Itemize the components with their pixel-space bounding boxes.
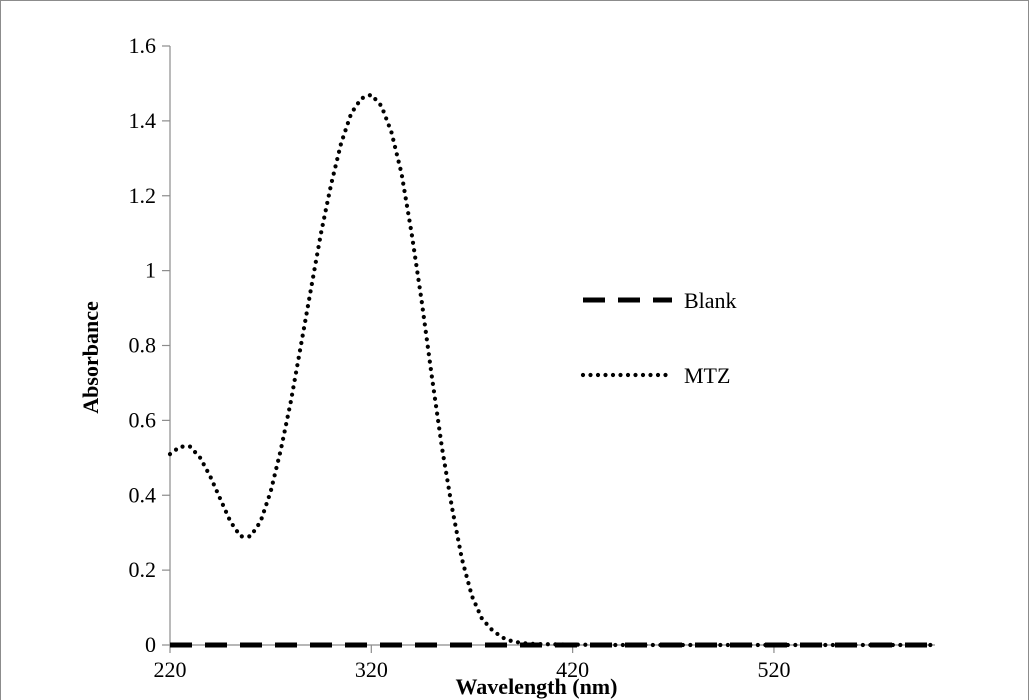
y-tick-label: 1 xyxy=(145,258,156,283)
x-tick-label: 220 xyxy=(154,657,187,682)
series-line-mtz xyxy=(167,92,938,648)
y-tick-label: 1.6 xyxy=(129,33,157,58)
y-axis-title: Absorbance xyxy=(78,301,103,414)
x-tick-label: 420 xyxy=(556,657,589,682)
x-tick-label: 320 xyxy=(355,657,388,682)
y-tick-label: 0.8 xyxy=(129,333,157,358)
x-axis-title: Wavelength (nm) xyxy=(456,674,618,699)
y-tick-label: 0.4 xyxy=(129,482,157,507)
y-tick-label: 1.4 xyxy=(129,108,157,133)
y-tick-label: 1.2 xyxy=(129,183,157,208)
y-tick-label: 0 xyxy=(145,632,156,657)
y-tick-label: 0.2 xyxy=(129,557,157,582)
legend-label-mtz: MTZ xyxy=(684,363,730,388)
y-tick-label: 0.6 xyxy=(129,407,157,432)
x-tick-label: 520 xyxy=(757,657,790,682)
axes: 0 0.2 0.4 0.6 0.8 1 1.2 1.4 1.6 220 320 420 520 Wavel… xyxy=(78,33,935,699)
series-layer xyxy=(167,92,938,648)
legend: Blank MTZ xyxy=(580,288,737,388)
legend-label-blank: Blank xyxy=(684,288,737,313)
